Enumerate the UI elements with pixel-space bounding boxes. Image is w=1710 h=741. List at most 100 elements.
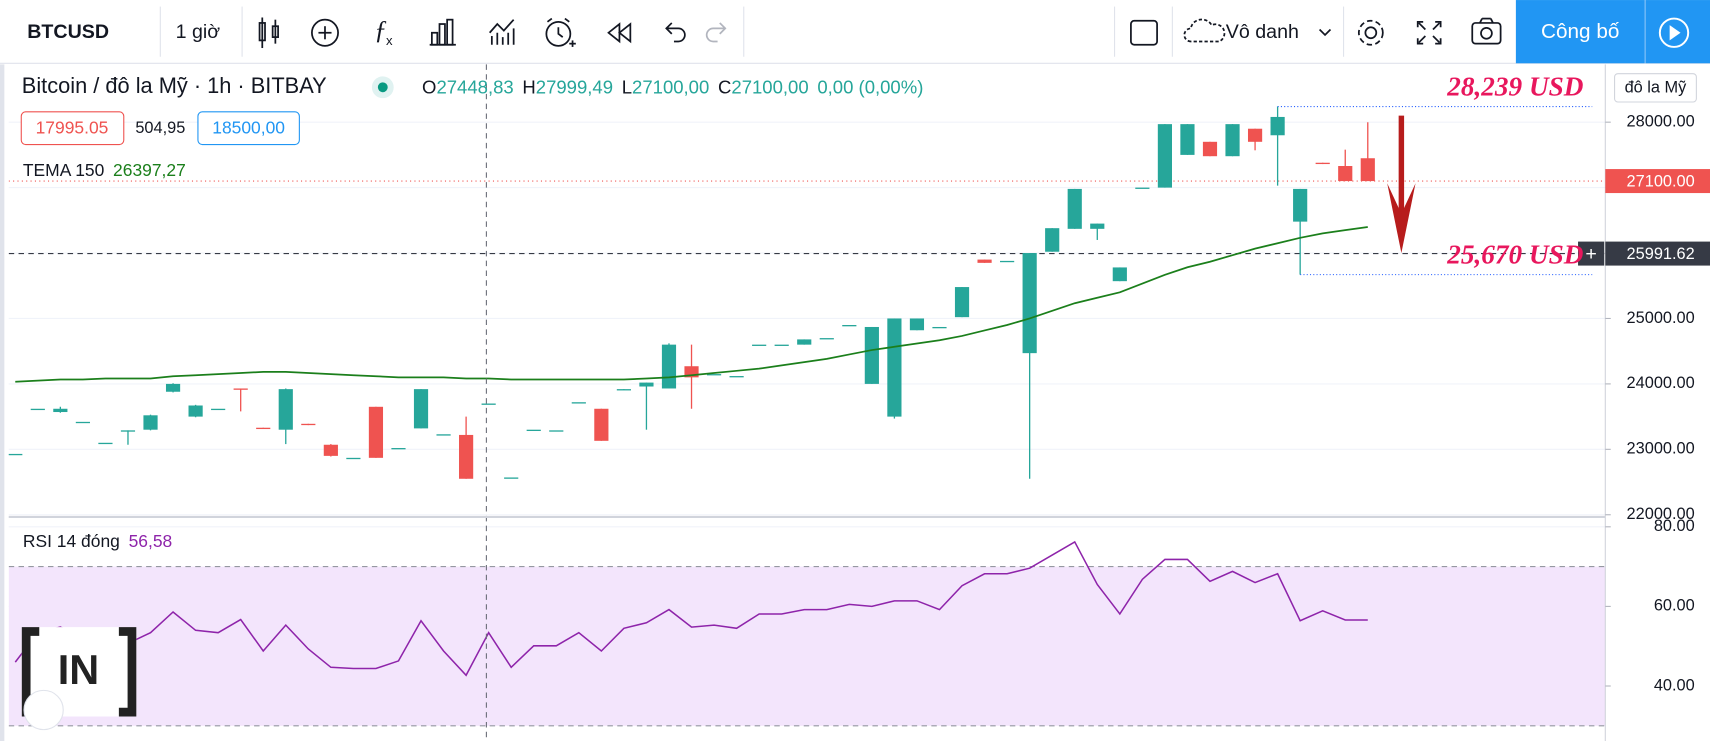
sell-box[interactable] [20,111,125,146]
y-tick-label: 28000.00 [1627,112,1695,130]
interval[interactable]: 1 giờ [176,21,221,43]
ohlc-value: 27448,83 [436,76,513,97]
tema-value: 26397,27 [113,160,186,180]
watermark-logo: IN [21,627,137,731]
candle-body [256,427,271,430]
rsi-line [14,540,1368,677]
candle-body [323,444,338,456]
candle-body [1112,267,1127,282]
candle-body [1090,223,1105,229]
ohlc-key: H [522,76,535,97]
buy-box[interactable] [197,111,300,146]
publish-label[interactable]: Công bố [1541,20,1620,43]
indicator-icon[interactable] [429,18,456,46]
chevron[interactable] [1318,28,1332,37]
currency-button[interactable] [1614,73,1697,103]
candle-body [571,402,586,404]
templates-icon[interactable] [489,19,515,45]
tema-legend: TEMA 150 26397,27 [23,160,186,180]
currency-label[interactable]: đô la Mỹ [1625,79,1688,97]
fx-icon[interactable]: ƒ [374,16,387,45]
add-icon[interactable] [311,18,339,47]
annotation-text: 28,239 USD [1446,71,1584,101]
candle-body [1202,141,1218,157]
alert-icon[interactable] [545,17,576,47]
candle-body [368,406,384,458]
candle-body [504,477,519,479]
rsi-legend: RSI 14 đóng 56,58 [23,531,172,551]
status-dot [377,82,388,93]
buy-price[interactable]: 18500,00 [212,117,285,137]
replay-icon[interactable] [607,22,632,44]
candle-body [30,408,45,411]
candle-body [278,389,293,430]
snapshot-icon[interactable] [1471,17,1502,45]
layout-icon[interactable] [1130,19,1158,46]
candle-body [1225,124,1240,157]
change: 0,00 (0,00%) [817,76,923,97]
arrow-head [1387,183,1416,254]
candle-body [932,326,947,329]
candle-body [909,318,925,331]
candle-body [526,429,541,432]
candle-body [1315,162,1330,165]
logo-text: IN [58,646,99,693]
ohlc-legend: O27448,83 H27999,49 L27100,00 C27100,00 0,00… [422,76,923,97]
symbol[interactable]: BTCUSD [27,21,109,43]
price-label-bg [1605,241,1710,266]
toolbar-bg [0,0,1710,64]
candle-body [75,421,90,424]
settings-icon[interactable] [1357,19,1384,46]
price-label: 25991.62 [1627,245,1695,263]
candle-body [1270,116,1285,136]
candle-body [301,423,316,426]
price-label-bg [1605,169,1710,194]
cloud-icon[interactable] [1183,18,1226,43]
candle-body [1022,253,1037,354]
candle-body [1000,260,1015,263]
arrow-drawing [1387,115,1416,254]
candle-body [8,453,23,456]
fullscreen-icon[interactable] [1416,20,1442,45]
candle-body [1180,124,1195,155]
play-icon-triangle [1669,25,1681,41]
price-label: 27100.00 [1627,172,1695,190]
candle-body [549,430,564,432]
candle-body [729,376,744,378]
ohlc-value: 27999,49 [536,76,613,97]
candle-body [977,259,992,263]
candle-body [188,405,203,417]
ohlc-value: 27100,00 [731,76,808,97]
rsi-value: 56,58 [129,531,173,551]
undo-icon[interactable] [665,22,686,43]
candle-body [1360,158,1375,182]
fx-icon-sub: x [386,33,393,48]
candle-body [797,339,812,345]
candle-body [639,382,654,387]
ohlc-key: O [422,76,436,97]
redo-icon [705,22,727,43]
candle-body [143,415,158,430]
y-tick-label: 80.00 [1654,517,1695,535]
candle-body [616,389,631,391]
candle-body [1135,187,1150,189]
crosshair-add-button[interactable] [1578,241,1605,266]
sell-price[interactable]: 17995.05 [36,117,109,137]
tema-line [15,226,1368,383]
candle-body [211,408,226,411]
layout-name[interactable]: Vô danh [1226,21,1299,43]
ohlc-value: 27100,00 [632,76,709,97]
annotation-text: 25,670 USD [1446,239,1584,269]
publish-button[interactable] [1515,0,1645,64]
logo-bracket [118,627,137,717]
candle-body [233,388,248,390]
candle-body [391,448,406,450]
chart-title: Bitcoin / đô la Mỹ · 1h · BITBAY [22,73,327,98]
candle-body [1293,188,1308,222]
chart-type-icon[interactable] [258,17,279,49]
candle-body [684,366,699,378]
candle-body [954,287,970,318]
candle-body [1338,166,1353,182]
